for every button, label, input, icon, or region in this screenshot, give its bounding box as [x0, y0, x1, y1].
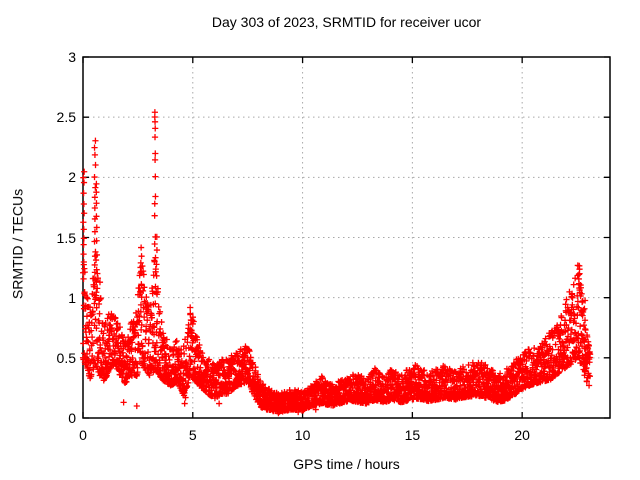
y-tick-label: 1.5	[56, 229, 76, 246]
chart-title: Day 303 of 2023, SRMTID for receiver uco…	[211, 14, 482, 30]
y-tick-label: 2.5	[56, 109, 76, 126]
y-tick-label: 0.5	[56, 349, 76, 366]
y-tick-label: 2	[68, 169, 76, 186]
x-tick-label: 15	[404, 427, 421, 443]
y-tick-label: 1	[68, 289, 76, 306]
x-tick-label: 20	[514, 427, 530, 443]
y-tick-label: 3	[68, 49, 76, 65]
y-tick-label: 0	[68, 410, 76, 426]
x-tick-label: 0	[79, 427, 87, 443]
x-tick-label: 10	[294, 427, 311, 443]
x-tick-label: 5	[188, 427, 197, 443]
x-axis-label: GPS time / hours	[293, 456, 400, 472]
